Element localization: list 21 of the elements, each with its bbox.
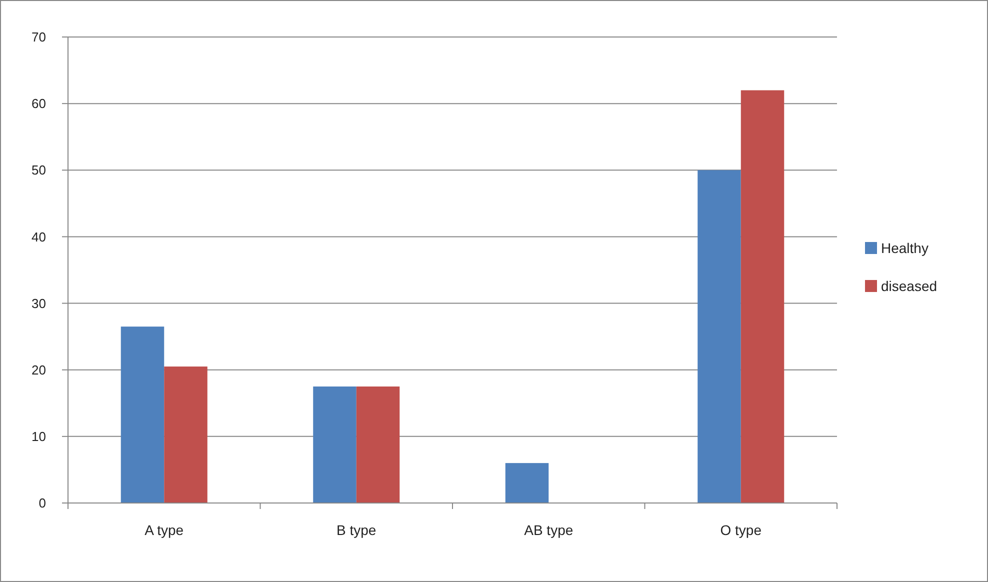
bar <box>698 170 741 503</box>
bar <box>740 90 784 503</box>
bar <box>120 326 164 503</box>
x-tick-label: AB type <box>524 522 574 538</box>
y-tick-label: 0 <box>38 496 46 511</box>
x-tick-label: A type <box>144 522 184 538</box>
y-tick-label: 40 <box>32 229 46 244</box>
legend-label: diseased <box>881 278 938 294</box>
bar <box>164 366 208 503</box>
y-tick-label: 10 <box>32 428 46 444</box>
bar <box>313 386 356 503</box>
bar <box>356 386 400 503</box>
bar <box>505 463 549 503</box>
x-tick-label: O type <box>720 522 762 538</box>
y-tick-label: 50 <box>32 162 46 178</box>
y-tick-label: 20 <box>32 362 46 378</box>
x-tick-label: B type <box>336 522 376 538</box>
y-tick-label: 70 <box>32 30 46 45</box>
y-tick-label: 60 <box>32 96 46 112</box>
y-tick-label: 30 <box>32 296 46 311</box>
legend-label: Healthy <box>881 240 928 256</box>
